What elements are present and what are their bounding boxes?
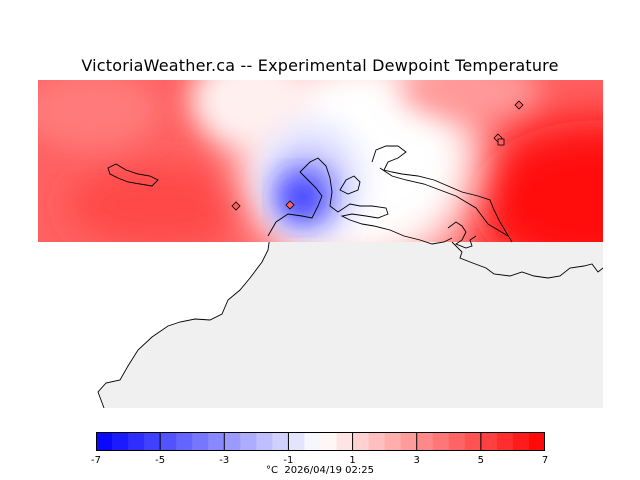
- colorbar-step: [288, 432, 305, 451]
- colorbar: [96, 432, 545, 451]
- colorbar-step: [432, 432, 450, 451]
- colorbar-tick-label: -5: [155, 455, 166, 466]
- caption: °C 2026/04/19 02:25: [0, 465, 640, 476]
- colorbar-step: [464, 432, 482, 451]
- colorbar-tick-label: 1: [349, 455, 356, 466]
- colorbar-step: [144, 432, 161, 451]
- unit-label: °C: [266, 465, 278, 476]
- station-marker: [514, 100, 524, 110]
- colorbar-tick-label: 3: [413, 455, 420, 466]
- colorbar-step: [208, 432, 225, 451]
- colorbar-step: [320, 432, 338, 451]
- colorbar-step: [176, 432, 193, 451]
- colorbar-step: [240, 432, 257, 451]
- colorbar-tick-label: 7: [541, 455, 549, 466]
- map-title: VictoriaWeather.ca -- Experimental Dewpo…: [81, 56, 559, 75]
- colorbar-step: [416, 432, 434, 451]
- coastline-east: [451, 241, 604, 279]
- colorbar-step: [256, 432, 273, 451]
- colorbar-step: [112, 432, 129, 451]
- coastline-spit: [447, 221, 477, 249]
- colorbar-step: [272, 432, 289, 451]
- colorbar-step: [192, 432, 209, 451]
- colorbar-step: [352, 432, 370, 451]
- colorbar-step: [448, 432, 466, 451]
- colorbar-step: [528, 432, 545, 451]
- colorbar-step: [304, 432, 321, 451]
- station-marker: [497, 138, 505, 146]
- station-marker: [285, 200, 295, 210]
- colorbar-step: [400, 432, 418, 451]
- colorbar-step: [128, 432, 145, 451]
- colorbar-step: [96, 432, 113, 451]
- timestamp: 2026/04/19 02:25: [284, 465, 374, 476]
- colorbar-step: [512, 432, 530, 451]
- colorbar-tick-label: -1: [283, 455, 294, 466]
- colorbar-step: [368, 432, 386, 451]
- land-mass: [98, 242, 603, 408]
- coastline-northeast-inner: [379, 167, 509, 237]
- coastline-peninsula: [267, 157, 453, 245]
- colorbar-step: [160, 432, 177, 451]
- station-marker: [231, 201, 241, 211]
- colorbar-tick-label: -3: [219, 455, 230, 466]
- colorbar-step: [496, 432, 514, 451]
- colorbar-tick-label: -7: [91, 455, 101, 466]
- coastline-peninsula-lobe: [339, 175, 361, 195]
- island-west: [107, 163, 159, 187]
- colorbar-step: [480, 432, 498, 451]
- colorbar-step: [384, 432, 402, 451]
- colorbar-step: [336, 432, 354, 451]
- coastline-south: [97, 235, 271, 409]
- colorbar-tick-label: 5: [477, 455, 485, 466]
- colorbar-step: [224, 432, 241, 451]
- coastline-northeast: [371, 145, 513, 243]
